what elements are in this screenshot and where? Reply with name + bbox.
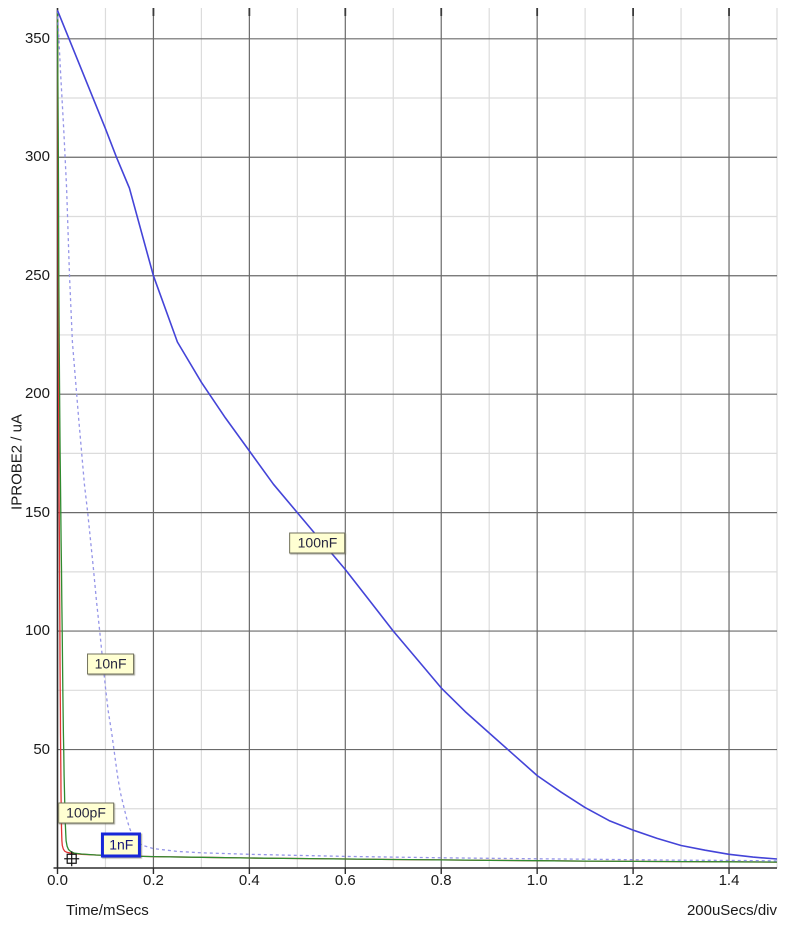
x-tick-label: 0.4 <box>238 872 260 889</box>
curve-label-10nF[interactable]: 10nF <box>86 653 135 675</box>
x-scale-per-div-label: 200uSecs/div <box>686 902 777 919</box>
x-tick-label: 0.2 <box>142 872 164 889</box>
y-tick-label: 100 <box>24 622 50 640</box>
y-tick-label: 200 <box>24 385 50 403</box>
curve-10nF[interactable] <box>56 10 778 862</box>
x-tick-label: 0.0 <box>47 872 68 889</box>
curve-label-100pF[interactable]: 100pF <box>58 802 114 824</box>
curve-100nF[interactable] <box>56 10 778 860</box>
curve-label-1nF[interactable]: 1nF <box>101 832 142 858</box>
y-tick-label: 250 <box>24 266 50 284</box>
curve-label-100nF[interactable]: 100nF <box>289 532 346 554</box>
y-tick-label: 350 <box>24 29 50 47</box>
x-tick-label: 0.6 <box>334 872 356 889</box>
x-tick-label: 1.2 <box>622 872 644 889</box>
y-tick-label: 50 <box>33 740 50 758</box>
x-tick-label: 1.0 <box>526 872 548 889</box>
x-axis-title: Time/mSecs <box>66 902 149 919</box>
x-tick-label: 0.8 <box>430 872 452 889</box>
y-axis-title: IPROBE2 / uA <box>8 414 26 510</box>
x-tick-label: 1.4 <box>718 872 740 889</box>
y-tick-label: 150 <box>24 503 50 521</box>
y-tick-label: 300 <box>24 148 50 166</box>
cursor-marker[interactable] <box>64 851 80 867</box>
